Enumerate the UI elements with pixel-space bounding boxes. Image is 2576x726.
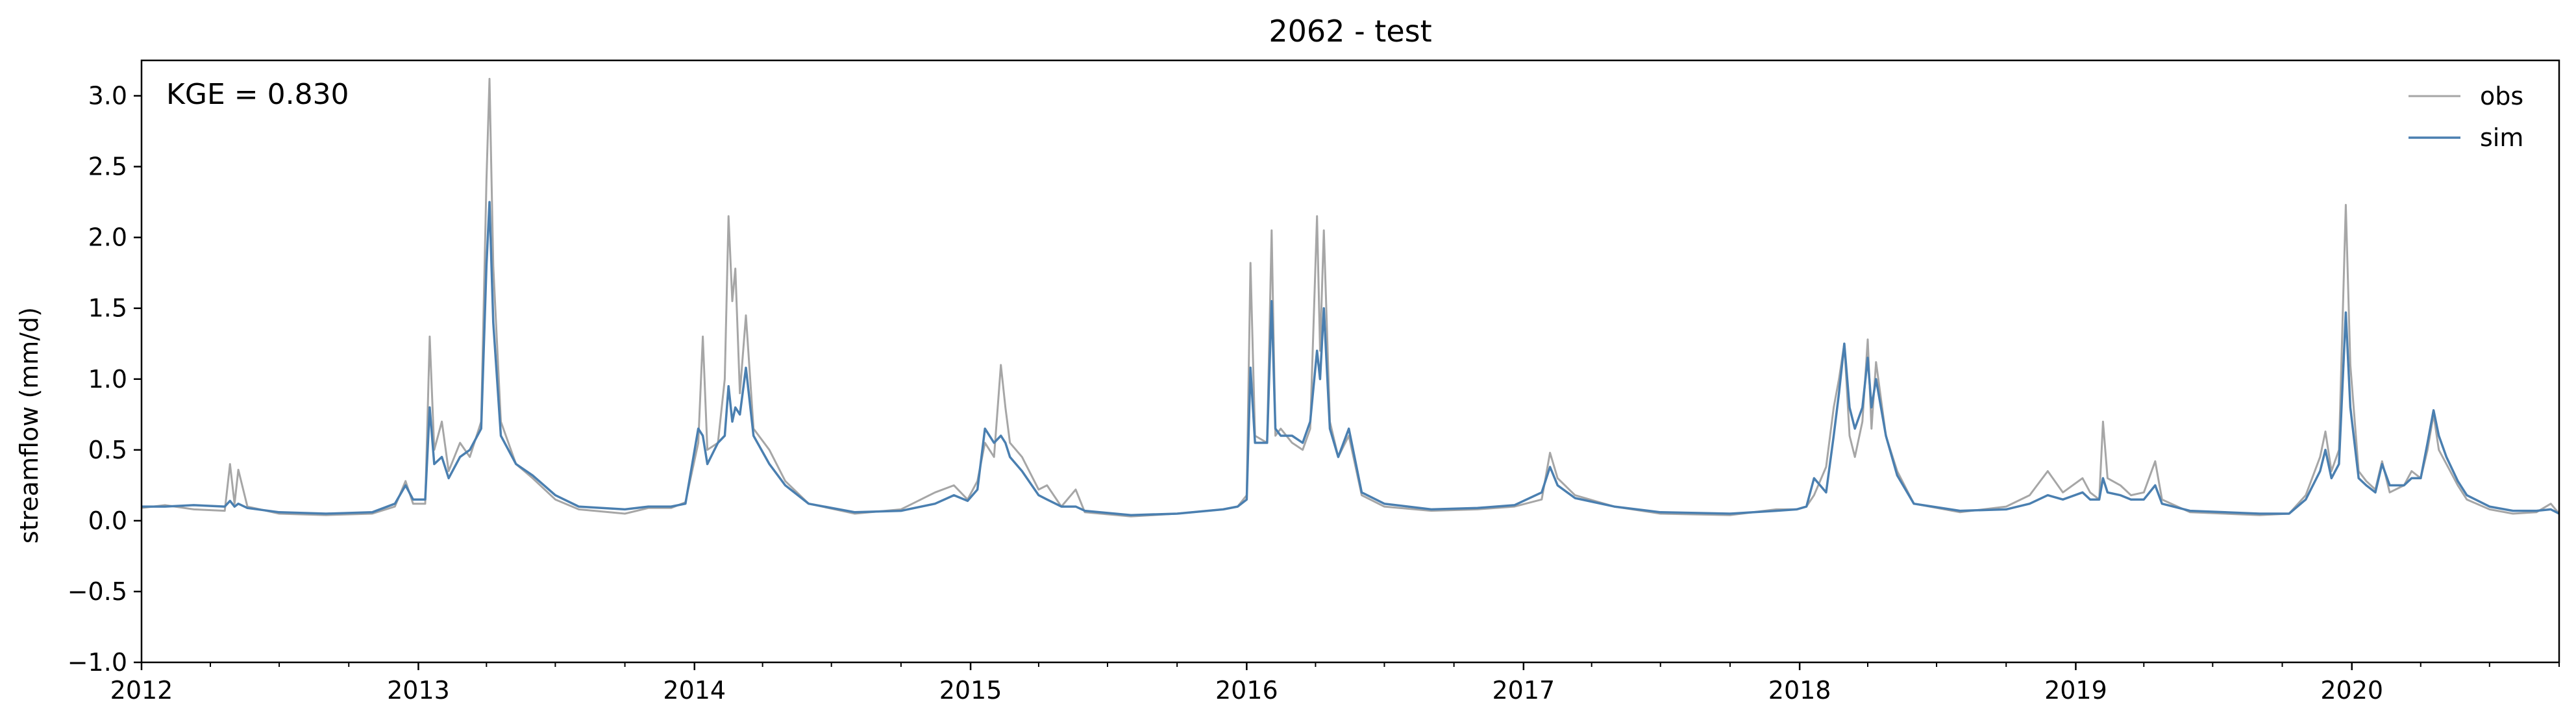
plot-frame: [140, 59, 2560, 664]
kge-annotation: KGE = 0.830: [166, 78, 349, 111]
series-layer: [142, 77, 2559, 518]
x-tick-label: 2020: [2320, 676, 2383, 705]
x-tick-label: 2019: [2044, 676, 2107, 705]
legend-label-obs: obs: [2480, 82, 2523, 110]
x-tick-label: 2014: [663, 676, 726, 705]
y-tick-label: 3.0: [88, 82, 127, 110]
x-tick-label: 2015: [939, 676, 1002, 705]
legend: obs sim: [2409, 82, 2523, 152]
y-tick-label: 2.5: [88, 153, 127, 181]
y-tick-label: −0.5: [68, 577, 127, 606]
x-tick-label: 2017: [1492, 676, 1555, 705]
series-line-sim: [142, 201, 2559, 516]
chart-title: 2062 - test: [1269, 14, 1431, 49]
y-axis-ticks: −1.0 −0.5 0.0 0.5 1.0 1.5 2.0 2.5 3.0: [68, 82, 142, 677]
y-tick-label: 2.0: [88, 223, 127, 252]
y-tick-label: −1.0: [68, 648, 127, 677]
y-tick-label: 1.5: [88, 294, 127, 323]
x-tick-label: 2013: [387, 676, 450, 705]
y-tick-label: 1.0: [88, 365, 127, 394]
legend-label-sim: sim: [2480, 123, 2523, 152]
x-tick-label: 2018: [1768, 676, 1831, 705]
x-axis-ticks: 2012 2013 2014 2015 2016 2017 2018 2019 2020: [110, 662, 2560, 705]
x-tick-label: 2016: [1215, 676, 1278, 705]
y-axis-label: streamflow (mm/d): [15, 307, 43, 544]
y-tick-label: 0.5: [88, 436, 127, 464]
x-tick-label: 2012: [110, 676, 173, 705]
y-tick-label: 0.0: [88, 507, 127, 535]
